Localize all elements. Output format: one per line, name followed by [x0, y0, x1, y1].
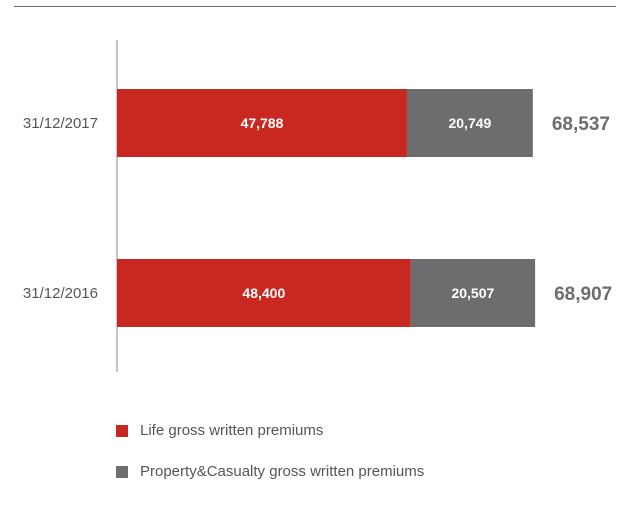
- legend-item-property-casualty: Property&Casualty gross written premiums: [116, 463, 424, 480]
- data-label: 20,749: [448, 115, 491, 131]
- stacked-bar-chart: 31/12/2017 47,788 20,749 68,537 31/12/2016 48…: [23, 40, 612, 372]
- bar-segment-property-casualty: [410, 259, 536, 327]
- data-label: 47,788: [241, 115, 284, 131]
- top-divider: [14, 6, 616, 7]
- legend-label-property-casualty: Property&Casualty gross written premiums: [140, 463, 425, 480]
- legend-swatch-life: [116, 424, 128, 437]
- data-label: 48,400: [242, 285, 285, 301]
- legend-label-life: Life gross written premiums: [140, 422, 324, 439]
- total-label: 68,537: [552, 114, 610, 135]
- bar-segment-life: [117, 259, 411, 327]
- bar-segment-property-casualty: [406, 89, 533, 157]
- bar-segment-life: [117, 89, 407, 157]
- legend-swatch-property-casualty: [116, 465, 128, 478]
- total-label: 68,907: [554, 284, 612, 305]
- category-label: 31/12/2017: [23, 115, 98, 132]
- legend-item-life: Life gross written premiums: [116, 422, 323, 439]
- data-label: 20,507: [451, 285, 494, 301]
- category-label: 31/12/2016: [23, 285, 98, 302]
